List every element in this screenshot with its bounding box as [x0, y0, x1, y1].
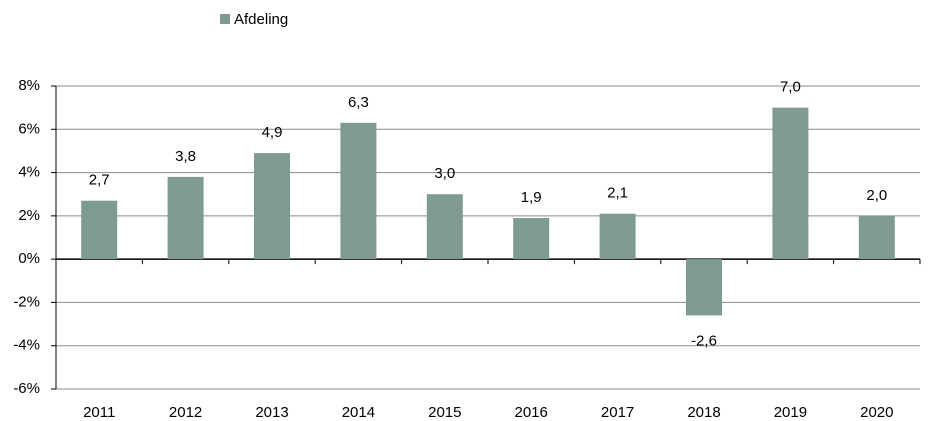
- bar: [254, 153, 290, 260]
- value-label: 1,9: [521, 189, 542, 206]
- x-tick-label: 2011: [83, 404, 115, 421]
- value-label: -2,6: [691, 332, 717, 349]
- x-tick-label: 2015: [428, 404, 461, 421]
- legend-label: Afdeling: [234, 11, 288, 28]
- x-tick-label: 2019: [774, 404, 807, 421]
- x-tick-label: 2017: [601, 404, 634, 421]
- x-tick-label: 2016: [515, 404, 548, 421]
- bar: [167, 176, 204, 260]
- y-tick-label: 0%: [18, 250, 40, 267]
- value-label: 6,3: [348, 94, 369, 111]
- x-tick-label: 2018: [687, 404, 720, 421]
- y-tick-label: 2%: [18, 207, 40, 224]
- y-tick-label: 4%: [18, 164, 40, 181]
- value-label: 3,0: [434, 165, 455, 182]
- y-tick-label: -2%: [13, 293, 40, 310]
- legend-swatch: [220, 14, 230, 24]
- x-tick-label: 2013: [255, 404, 288, 421]
- bar: [686, 259, 722, 316]
- y-tick-label: -6%: [13, 380, 40, 397]
- bar: [858, 215, 895, 260]
- value-label: 7,0: [780, 79, 801, 96]
- y-tick-label: 8%: [18, 77, 40, 94]
- x-tick-label: 2014: [342, 404, 375, 421]
- y-tick-label: -4%: [13, 337, 40, 354]
- value-label: 2,7: [89, 172, 110, 189]
- bar: [426, 194, 463, 260]
- bar: [81, 200, 118, 260]
- bar: [599, 213, 636, 260]
- x-tick-label: 2020: [860, 404, 893, 421]
- value-label: 3,8: [175, 148, 196, 165]
- bar: [513, 218, 550, 260]
- value-label: 2,1: [607, 185, 628, 202]
- x-tick-label: 2012: [169, 404, 202, 421]
- bar: [772, 107, 809, 260]
- value-label: 2,0: [866, 187, 887, 204]
- value-label: 4,9: [262, 124, 283, 141]
- y-tick-label: 6%: [18, 120, 40, 137]
- bar: [340, 122, 377, 260]
